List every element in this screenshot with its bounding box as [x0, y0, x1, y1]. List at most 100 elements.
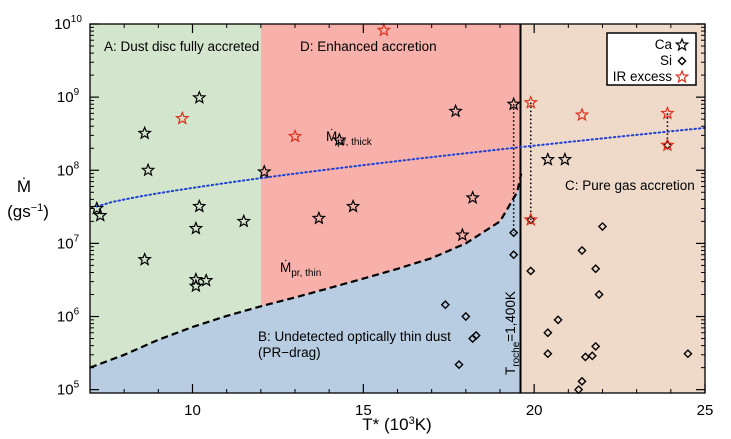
- thick-curve-label-sub: pr, thick: [337, 137, 372, 148]
- data-point-ca: [188, 220, 204, 235]
- data-point-ir-excess: [174, 110, 190, 125]
- y-tick-label: 106: [57, 307, 80, 326]
- data-point-ca: [92, 207, 108, 222]
- data-point-ca: [448, 103, 463, 118]
- x-axis-title-main: T* (10: [362, 415, 408, 434]
- legend: Ca Si IR excess: [606, 32, 697, 86]
- legend-markers: [674, 37, 690, 84]
- x-tick-label: 15: [355, 402, 372, 419]
- y-tick-exponent: 8: [74, 160, 80, 171]
- data-point-si: [454, 360, 464, 370]
- y-tick-exponent: 7: [74, 233, 80, 244]
- data-point-si: [543, 349, 553, 359]
- data-point-si: [587, 351, 597, 361]
- data-point-si: [526, 215, 536, 225]
- data-point-ca: [557, 151, 573, 166]
- data-point-ca: [192, 90, 207, 104]
- y-axis-title-post: ): [43, 202, 49, 221]
- data-point-ca: [198, 272, 214, 287]
- thick-curve-label: Ṁpr, thick: [326, 129, 373, 148]
- data-point-si: [509, 250, 519, 260]
- data-point-ca: [236, 213, 252, 228]
- data-point-si: [591, 341, 601, 352]
- data-point-ir-excess: [660, 105, 675, 120]
- thin-curve: [89, 173, 523, 369]
- background-regions: [90, 24, 705, 393]
- data-point-ca: [89, 200, 105, 215]
- y-tick-exponent: 6: [74, 307, 80, 318]
- data-point-si: [594, 289, 604, 300]
- data-point-ir-excess: [287, 128, 303, 143]
- data-point-ca: [540, 151, 556, 166]
- y-tick-label: 108: [57, 160, 80, 179]
- data-point-si: [440, 300, 450, 310]
- region-b: [90, 173, 522, 393]
- y-axis-title-line1: Ṁ: [17, 177, 31, 196]
- data-point-si: [471, 330, 481, 341]
- roche-label-main: T: [503, 367, 518, 375]
- x-axis-title-rest: K): [415, 415, 432, 434]
- y-tick-label: 105: [57, 380, 80, 399]
- data-point-si: [577, 376, 587, 386]
- data-point-si: [553, 315, 563, 325]
- data-point-ir-excess: [523, 95, 539, 109]
- y-tick-base: 10: [57, 235, 74, 252]
- thin-curve-label: Ṁpr, thin: [280, 260, 321, 279]
- thick-curve: [95, 126, 706, 208]
- data-point-ca: [455, 227, 470, 242]
- y-tick-base: 10: [54, 16, 71, 33]
- data-point-si: [461, 311, 471, 322]
- y-axis-title-pre: (gs: [7, 202, 31, 221]
- x-tick-label: 10: [184, 402, 201, 419]
- data-point-si: [662, 140, 673, 150]
- legend-marker-si: [677, 56, 687, 66]
- data-point-ca: [256, 164, 272, 179]
- legend-label-ir-excess: IR excess: [613, 69, 673, 84]
- thick-curve-label-main: Ṁ: [326, 129, 337, 144]
- thin-curve-label-sub: pr, thin: [291, 268, 321, 279]
- region-a-label: A: Dust disc fully accreted: [104, 39, 259, 54]
- roche-label-rest: =1,400K: [503, 291, 518, 342]
- data-point-ir-excess: [574, 107, 590, 122]
- data-point-ca: [192, 198, 207, 213]
- data-point-ca: [465, 190, 480, 205]
- data-point-ca: [311, 210, 327, 225]
- data-point-si: [526, 266, 536, 276]
- data-point-ca: [506, 96, 521, 111]
- y-axis-title-line2: (gs−1): [7, 202, 49, 221]
- data-point-ir-excess: [523, 212, 539, 227]
- data-point-ca: [137, 251, 152, 266]
- y-tick-base: 10: [57, 309, 74, 326]
- data-point-si: [591, 264, 601, 274]
- data-point-si: [597, 221, 608, 232]
- data-point-ca: [345, 198, 361, 213]
- legend-label-ca: Ca: [655, 37, 673, 52]
- y-axis-title-sup: −1: [31, 202, 44, 214]
- data-point-ca: [332, 132, 347, 147]
- thin-curve-label-main: Ṁ: [280, 260, 291, 275]
- region-d-label: D: Enhanced accretion: [300, 39, 437, 54]
- data-point-ca: [140, 162, 156, 177]
- y-tick-base: 10: [57, 162, 74, 179]
- y-tick-exponent: 5: [74, 380, 80, 391]
- y-tick-label: 107: [57, 233, 80, 252]
- data-point-ca: [137, 125, 152, 140]
- data-point-ir-excess: [376, 22, 392, 37]
- y-tick-label: 1010: [54, 14, 82, 33]
- y-tick-exponent: 10: [71, 14, 83, 25]
- data-point-ca: [188, 278, 204, 293]
- y-tick-base: 10: [57, 89, 74, 106]
- x-tick-label: 20: [526, 402, 543, 419]
- data-point-si: [577, 245, 587, 256]
- curve-layer: [89, 126, 706, 369]
- data-point-si: [683, 349, 693, 359]
- legend-marker-ir-excess: [674, 69, 690, 84]
- data-point-si: [543, 328, 553, 338]
- data-point-ca: [188, 271, 204, 286]
- data-point-si: [509, 228, 519, 238]
- y-tick-exponent: 9: [74, 87, 80, 98]
- x-tick-label: 25: [697, 402, 714, 419]
- legend-marker-ca: [674, 37, 690, 52]
- region-b-label: B: Undetected optically thin dust: [258, 329, 451, 344]
